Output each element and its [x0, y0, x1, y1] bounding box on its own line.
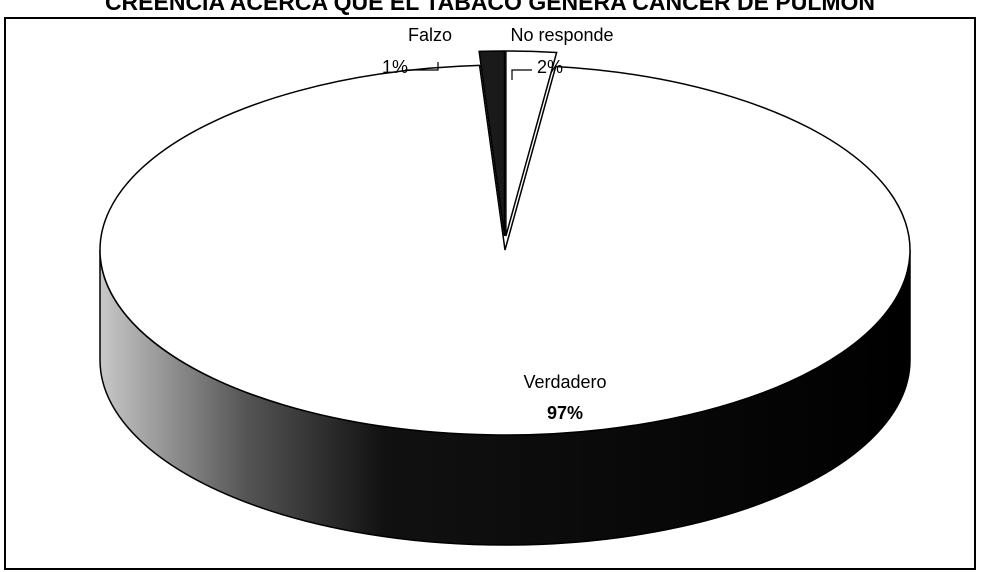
leader-line — [405, 62, 439, 71]
chart-title: CREENCIA ACERCA QUE EL TABACO GENERA CAN… — [105, 0, 875, 15]
slice-value-label: 97% — [547, 403, 583, 423]
pie-slice — [505, 50, 558, 237]
slice-value-label: 2% — [537, 57, 563, 77]
pie-slice — [99, 64, 911, 436]
slice-label: No responde — [510, 25, 613, 45]
slice-label: Falzo — [408, 25, 452, 45]
leader-line — [511, 69, 532, 80]
pie-slice — [478, 50, 506, 237]
slice-value-label: 1% — [382, 57, 408, 77]
slice-label: Verdadero — [523, 372, 606, 392]
plot-border — [4, 17, 976, 570]
